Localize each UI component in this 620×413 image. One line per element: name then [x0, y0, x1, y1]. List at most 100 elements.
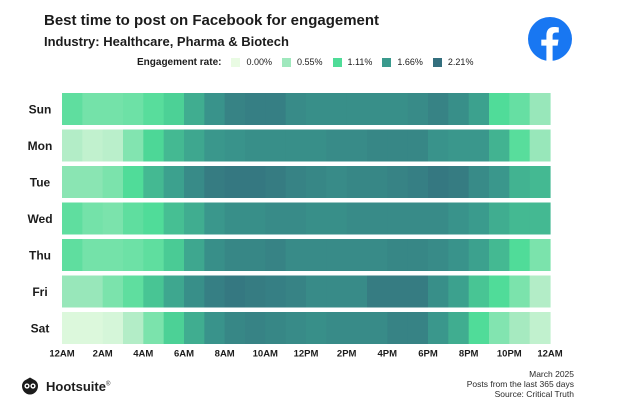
heatmap-cell [387, 93, 409, 125]
heatmap-cell [326, 275, 348, 308]
heatmap-cell [326, 93, 348, 125]
heatmap-cell [62, 129, 83, 162]
heatmap-cell [529, 166, 551, 198]
facebook-logo-icon [528, 17, 572, 61]
heatmap-cell [265, 202, 287, 235]
heatmap-cell [407, 166, 429, 198]
heatmap-cell [428, 166, 449, 198]
heatmap-cell [407, 312, 429, 344]
footer-period: Posts from the last 365 days [466, 379, 574, 389]
heatmap-cell [367, 239, 388, 271]
heatmap-cell [82, 239, 104, 271]
heatmap-cell [489, 202, 510, 235]
heatmap-cell [184, 93, 205, 125]
heatmap-cell [102, 93, 124, 125]
legend-swatch [382, 57, 392, 67]
x-tick-label: 12PM [294, 349, 319, 360]
heatmap-cell [102, 202, 124, 235]
heatmap-cell [82, 202, 104, 235]
heatmap-cell [245, 166, 266, 198]
heatmap-cell [163, 275, 185, 308]
heatmap-cell [407, 239, 429, 271]
legend-label: 0.00% [246, 57, 272, 67]
heatmap-cell [82, 312, 104, 344]
hootsuite-owl-icon [22, 377, 38, 395]
x-tick-label: 6PM [418, 349, 438, 360]
legend-label: 1.11% [347, 57, 373, 67]
heatmap-cell [306, 93, 327, 125]
heatmap-cell [184, 239, 205, 271]
heatmap-cell [346, 239, 368, 271]
heatmap-cell [163, 312, 185, 344]
heatmap-cell [489, 275, 510, 308]
heatmap-cell [529, 275, 551, 308]
heatmap-cell [204, 312, 226, 344]
heatmap-cell [62, 93, 83, 125]
heatmap-cell [123, 312, 144, 344]
heatmap-cell [245, 275, 266, 308]
heatmap-cell [428, 275, 449, 308]
heatmap-cell [489, 239, 510, 271]
heatmap-cell [326, 312, 348, 344]
heatmap-cell [529, 202, 551, 235]
heatmap-cell [163, 239, 185, 271]
facebook-logo-f [541, 27, 559, 61]
heatmap-cell [468, 312, 490, 344]
heatmap-cell [509, 166, 531, 198]
heatmap-cell [62, 312, 83, 344]
heatmap-cell [367, 312, 388, 344]
heatmap-cell [387, 202, 409, 235]
heatmap-cell [468, 129, 490, 162]
legend-swatch [231, 57, 241, 67]
heatmap-cell [62, 275, 83, 308]
heatmap-cell [509, 312, 531, 344]
heatmap-cell [346, 129, 368, 162]
heatmap-cell [204, 275, 226, 308]
heatmap-cell [407, 129, 429, 162]
legend: Engagement rate: 0.00% 0.55% 1.11% 1.66%… [137, 55, 483, 69]
heatmap-cell [387, 129, 409, 162]
heatmap-cell [245, 129, 266, 162]
heatmap-cell [224, 93, 246, 125]
heatmap-cell [163, 93, 185, 125]
heatmap-cell [143, 239, 165, 271]
legend-title: Engagement rate: [137, 56, 222, 68]
day-label: Thu [29, 249, 51, 263]
heatmap-cell [102, 312, 124, 344]
hootsuite-name: Hootsuite [46, 378, 106, 394]
heatmap-cell [163, 129, 185, 162]
footer-source: Source: Critical Truth [494, 389, 574, 399]
heatmap-cell [102, 239, 124, 271]
heatmap-cell [123, 93, 144, 125]
heatmap-cell [143, 166, 165, 198]
heatmap-cell [489, 93, 510, 125]
heatmap-cell [387, 312, 409, 344]
heatmap-cell [143, 275, 165, 308]
x-tick-label: 2AM [93, 349, 113, 360]
heatmap-cell [204, 93, 226, 125]
heatmap-cell [448, 202, 470, 235]
heatmap-cell [428, 129, 449, 162]
heatmap-cell [529, 239, 551, 271]
legend-label: 1.66% [397, 57, 423, 67]
x-tick-label: 12AM [49, 349, 74, 360]
heatmap-cell [468, 93, 490, 125]
owl-pupil-right [31, 384, 35, 388]
heatmap-cell [204, 202, 226, 235]
heatmap-cell [306, 202, 327, 235]
heatmap-cell [285, 312, 307, 344]
heatmap-cell [245, 93, 266, 125]
heatmap-cell [123, 202, 144, 235]
heatmap-cell [509, 239, 531, 271]
heatmap-cell [285, 93, 307, 125]
heatmap-cell [509, 275, 531, 308]
heatmap-cell [163, 166, 185, 198]
heatmap-cell [367, 275, 388, 308]
owl-pupil-left [25, 384, 29, 388]
heatmap-cell [468, 166, 490, 198]
heatmap-cell [224, 202, 246, 235]
heatmap-cell [387, 239, 409, 271]
legend-item: 0.00% [231, 57, 272, 67]
heatmap-cell [448, 129, 470, 162]
